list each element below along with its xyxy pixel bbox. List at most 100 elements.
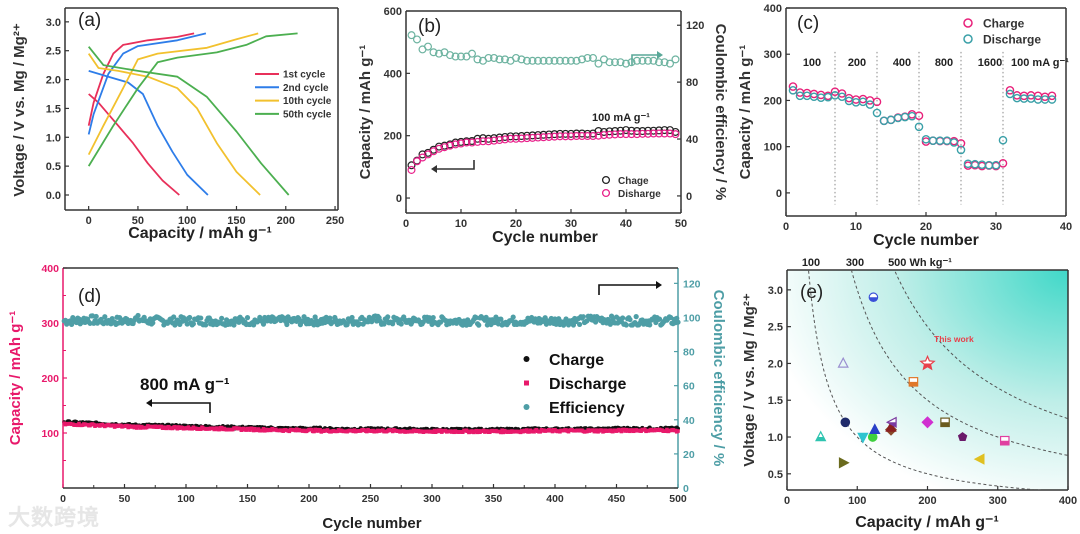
data-point [1005, 85, 1015, 95]
data-point [1005, 89, 1015, 99]
data-point [621, 126, 630, 135]
rate-label: 800 [935, 57, 953, 69]
data-point [599, 131, 608, 140]
data-point [484, 53, 493, 62]
y-tick-label: 2.0 [768, 358, 783, 370]
data-point [538, 429, 543, 434]
legend-marker [601, 188, 611, 198]
data-point [501, 135, 510, 144]
data-point [544, 132, 553, 141]
y-tick-label: 1.0 [768, 432, 783, 444]
literature-marker [837, 356, 849, 368]
x-tick-label: 350 [485, 493, 503, 505]
data-point [244, 315, 251, 321]
legend-label: Disharge [618, 189, 661, 200]
discharge-curve [88, 70, 209, 196]
data-point [219, 315, 225, 321]
current-density-annotation: 800 mA g⁻¹ [140, 375, 230, 394]
data-point [490, 136, 499, 145]
x-tick-label: 100 [848, 495, 866, 507]
data-point [572, 56, 581, 65]
discharge-curve [87, 53, 261, 196]
data-point [633, 314, 639, 320]
y-tick-label: 400 [764, 3, 782, 15]
x-tick-label: 0 [784, 495, 790, 507]
capacity-axis-arrow-head [431, 165, 437, 173]
data-point [665, 129, 674, 138]
current-density-annotation: 100 mA g⁻¹ [592, 112, 650, 124]
legend-label: 1st cycle [283, 70, 326, 81]
data-point [517, 134, 526, 143]
data-point [517, 55, 526, 64]
y2-tick-label: 100 [683, 312, 701, 324]
data-point [490, 53, 499, 62]
data-point [198, 315, 204, 321]
data-point [69, 321, 75, 328]
x-tick-label: 200 [277, 215, 295, 227]
x-tick-label: 40 [620, 218, 632, 230]
data-point [671, 130, 680, 139]
energy-density-curve [850, 270, 1068, 456]
panel-a: 0 50 100 150 200 250 0.0 0.5 1.0 1.5 2.0 2.5 3.0 Capa… [11, 7, 344, 242]
literature-marker [885, 421, 897, 432]
data-point [572, 132, 581, 141]
data-point [566, 56, 575, 65]
y-tick-label: 0 [776, 188, 782, 200]
y-axis-label: Capacity / mAh g⁻¹ [737, 45, 754, 180]
marker-half-fill [1000, 440, 1009, 445]
x-tick-label: 300 [423, 493, 441, 505]
data-point [914, 122, 924, 132]
x-tick-label: 20 [920, 221, 932, 233]
favourable-region-gradient [787, 270, 1068, 490]
data-point [102, 314, 108, 320]
data-point [198, 427, 203, 431]
data-point [660, 126, 669, 135]
data-point [203, 322, 209, 328]
data-point [577, 132, 586, 141]
data-point [638, 129, 647, 138]
panel-d: 0 50 100 150 200 250 300 350 400 450 5001002003004… [7, 263, 727, 532]
panel-label: (c) [797, 13, 819, 34]
legend-marker [523, 356, 530, 362]
x-tick-label: 400 [546, 493, 564, 505]
x-tick-label: 450 [608, 493, 626, 505]
data-point [675, 319, 681, 325]
watermark: 大数跨境 [8, 506, 101, 531]
panel-b: 0 10 20 30 40 50 0 200 400 600 0 40 80 120 Cycle numbe… [357, 6, 729, 246]
rate-label: 100 [803, 57, 821, 69]
data-point [435, 49, 444, 58]
y-tick-label: 400 [41, 263, 59, 275]
x-tick-label: 30 [990, 221, 1002, 233]
literature-marker [973, 453, 985, 465]
data-point [649, 56, 658, 65]
data-point [998, 135, 1008, 145]
marker-half-fill [923, 363, 932, 370]
rate-label: 1600 [978, 57, 1002, 69]
panel-label: (b) [418, 16, 441, 37]
efficiency-axis-arrow [631, 54, 657, 65]
y-tick-label: 200 [764, 95, 782, 107]
data-point [125, 423, 129, 428]
y-tick-label: 2.5 [46, 46, 61, 58]
data-point [872, 97, 882, 107]
data-point [506, 134, 515, 143]
data-point [429, 48, 438, 57]
data-point [522, 56, 531, 65]
x-tick-label: 20 [510, 218, 522, 230]
x-tick-label: 0 [783, 221, 789, 233]
y-tick-label: 1.0 [46, 132, 61, 144]
data-point [837, 92, 847, 102]
data-point [451, 140, 460, 149]
y-tick-label: 2.0 [46, 75, 61, 87]
data-point [248, 428, 252, 432]
data-point [483, 314, 489, 320]
data-point [788, 85, 798, 95]
data-point [656, 316, 663, 322]
x-tick-label: 10 [455, 218, 467, 230]
data-point [539, 56, 548, 65]
data-point [949, 138, 959, 147]
data-point [424, 42, 433, 51]
data-point [676, 429, 680, 433]
data-point [865, 100, 875, 109]
data-point [928, 136, 938, 145]
